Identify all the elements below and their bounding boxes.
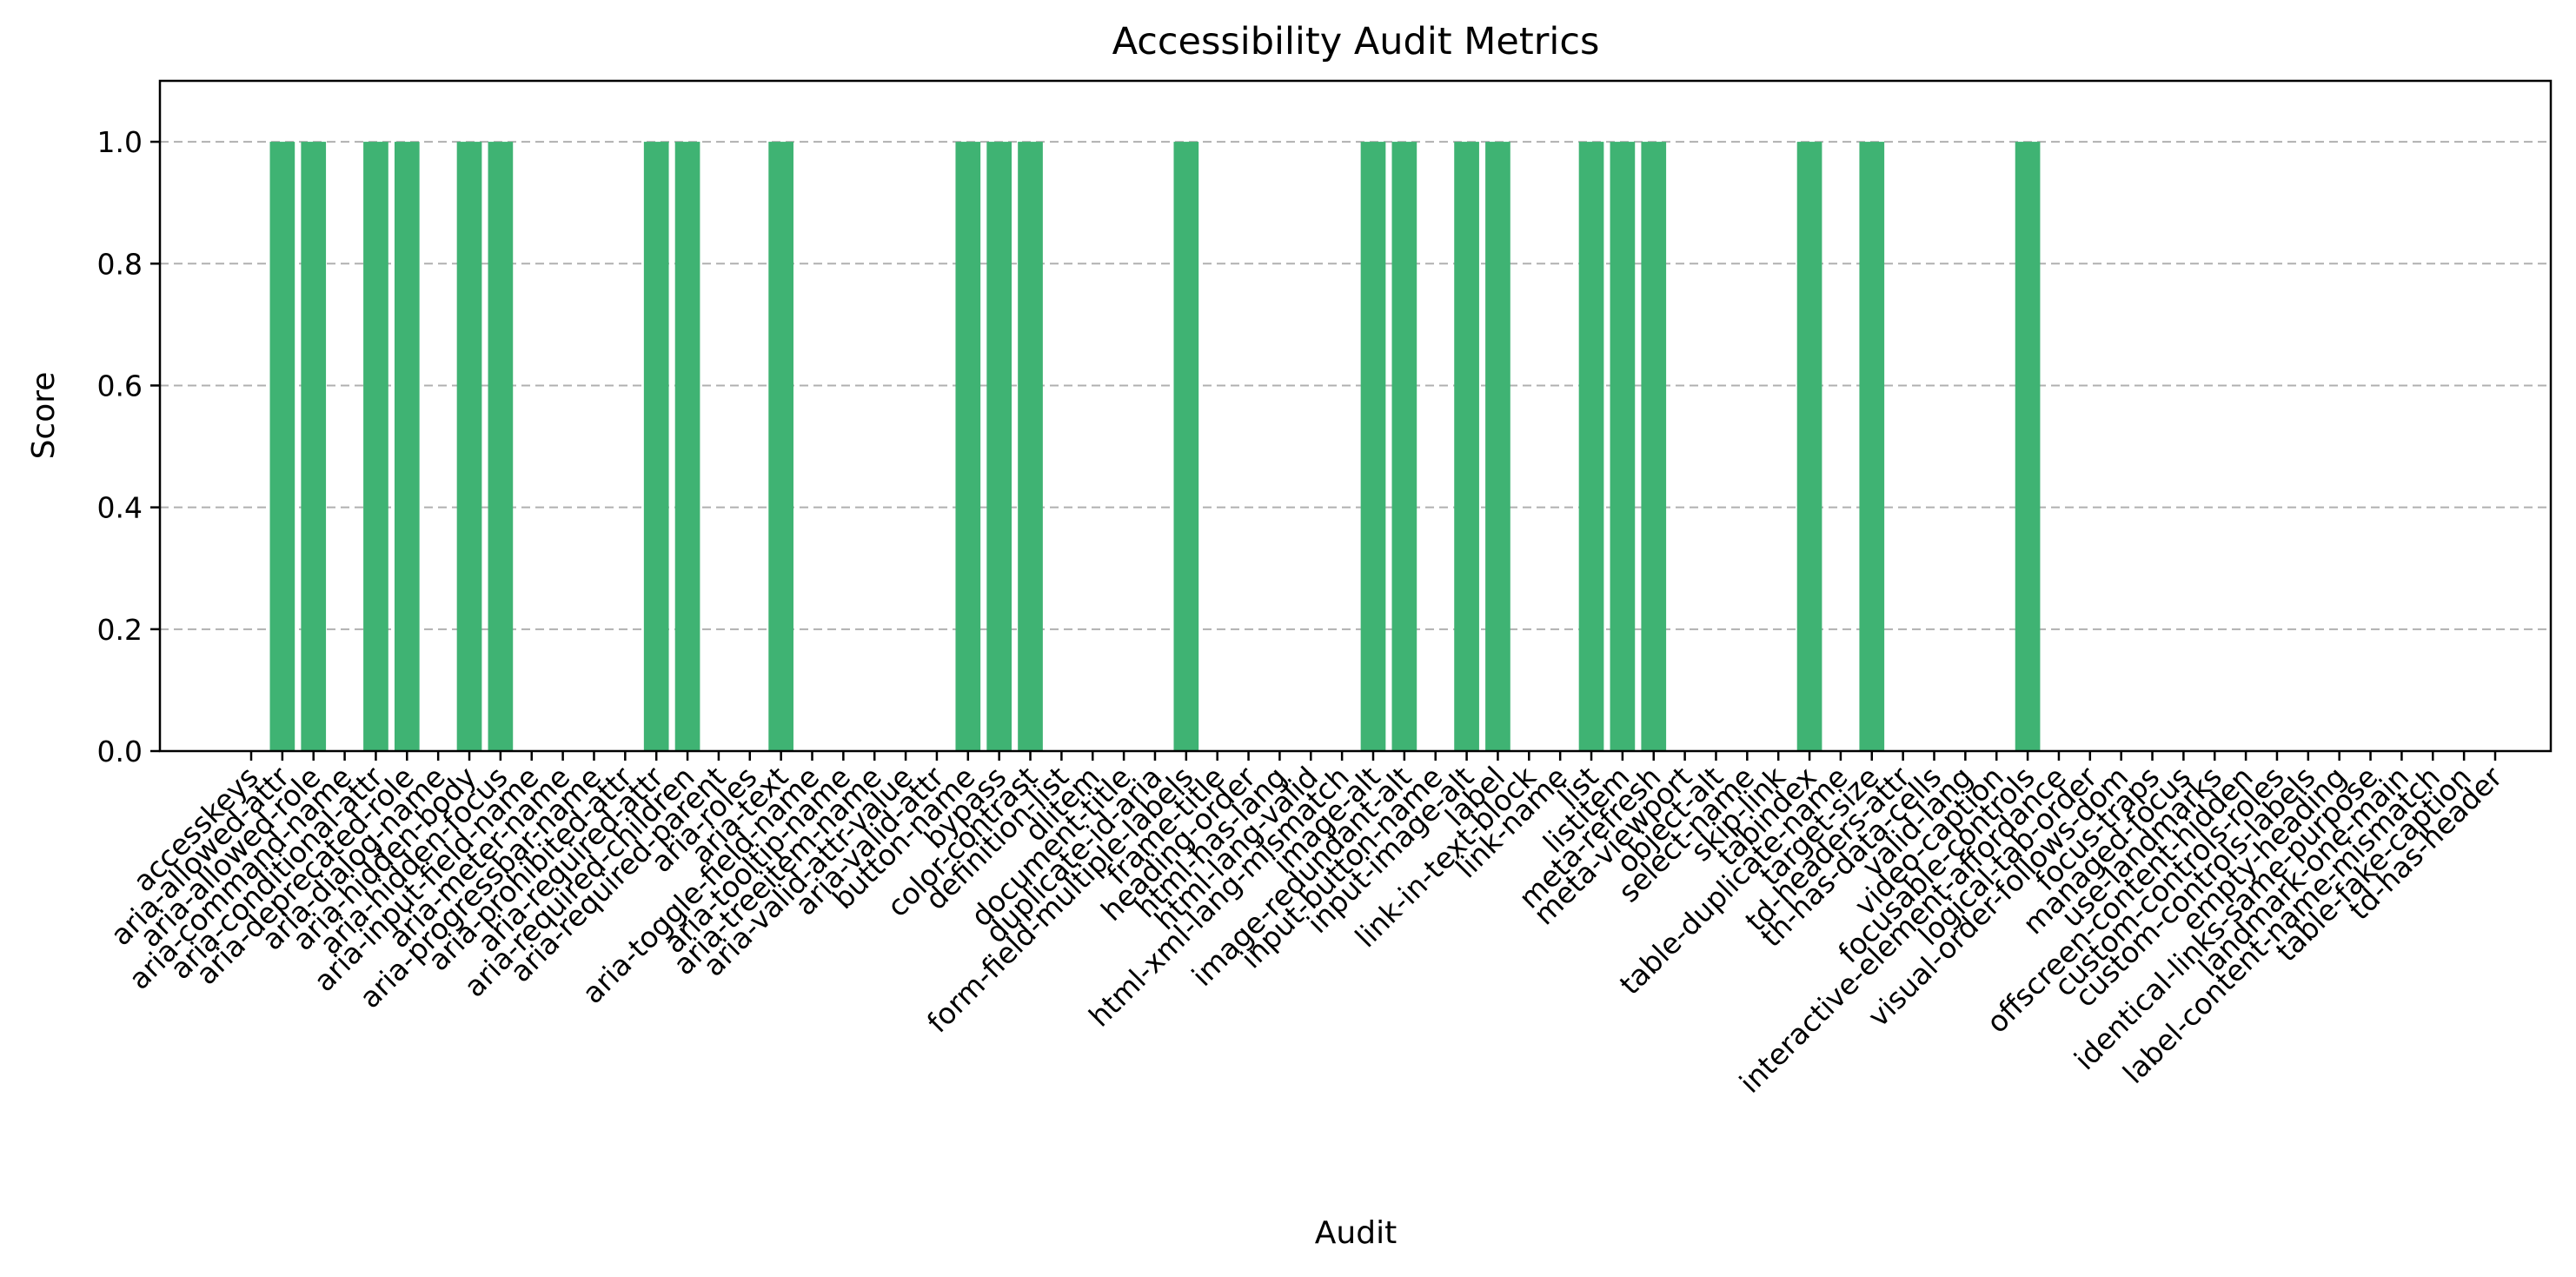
- grid-lines: [160, 141, 2551, 752]
- bar-image-alt: [1360, 142, 1386, 751]
- bar-form-field-multiple-labels: [1173, 142, 1199, 751]
- bar-button-name: [955, 142, 981, 751]
- bar-tabindex: [1796, 142, 1822, 751]
- y-tick-label: 0.4: [97, 491, 143, 525]
- bars: [269, 142, 2041, 751]
- chart-title: Accessibility Audit Metrics: [1112, 20, 1600, 63]
- bar-aria-required-attr: [643, 142, 669, 751]
- bar-input-image-alt: [1454, 142, 1479, 751]
- bar-meta-refresh: [1641, 142, 1667, 751]
- plot-frame: [158, 79, 2553, 753]
- y-axis: 0.0 0.2 0.4 0.6 0.8 1.0: [97, 125, 160, 768]
- bar-aria-required-children: [674, 142, 700, 751]
- bar-bypass: [986, 142, 1012, 751]
- y-tick-label: 0.6: [97, 369, 143, 402]
- bar-aria-allowed-attr: [269, 142, 295, 751]
- bar-aria-hidden-body: [456, 142, 482, 751]
- y-tick-label: 0.8: [97, 247, 143, 281]
- bar-color-contrast: [1018, 142, 1043, 751]
- x-axis-label: Audit: [1315, 1215, 1397, 1251]
- bar-aria-allowed-role: [301, 142, 327, 751]
- y-axis-label: Score: [26, 372, 62, 460]
- bar-aria-text: [768, 142, 793, 751]
- y-tick-label: 0.2: [97, 613, 143, 647]
- y-tick-label: 1.0: [97, 125, 143, 159]
- bar-image-redundant-alt: [1391, 142, 1417, 751]
- y-tick-label: 0.0: [97, 735, 143, 768]
- bar-aria-deprecated-role: [394, 142, 420, 751]
- bar-target-size: [1859, 142, 1885, 751]
- x-axis: accesskeysaria-allowed-attraria-allowed-…: [103, 751, 2509, 1100]
- bar-label: [1485, 142, 1510, 751]
- bar-focusable-controls: [2015, 142, 2041, 751]
- bar-aria-conditional-attr: [363, 142, 388, 751]
- bar-list: [1578, 142, 1604, 751]
- bar-aria-hidden-focus: [488, 142, 514, 751]
- bar-listitem: [1610, 142, 1636, 751]
